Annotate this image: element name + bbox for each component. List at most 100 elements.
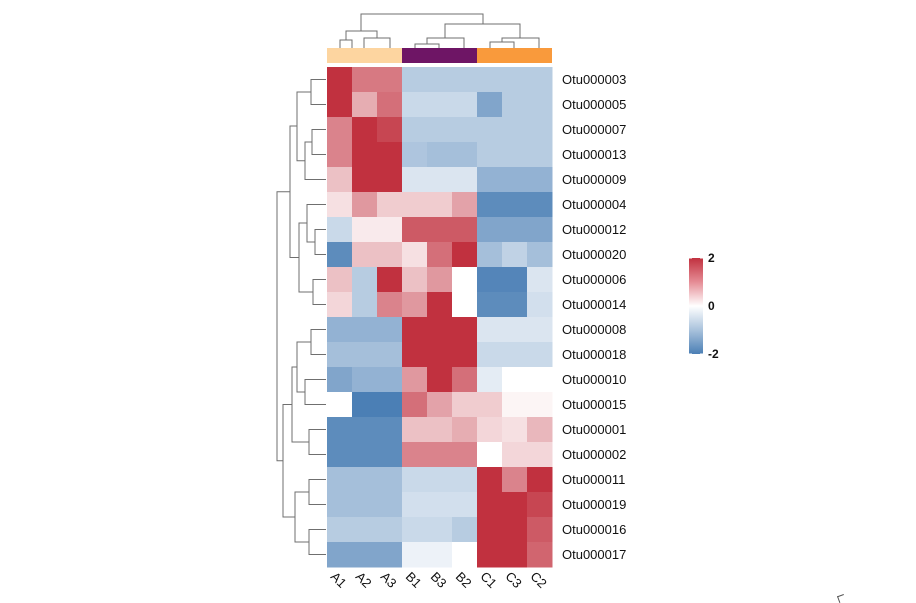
heatmap-cell bbox=[427, 367, 453, 393]
heatmap-cell bbox=[327, 542, 353, 568]
heatmap-cell bbox=[477, 467, 503, 493]
heatmap-cell bbox=[402, 267, 428, 293]
row-label: Otu000016 bbox=[562, 522, 626, 537]
heatmap-cell bbox=[452, 342, 478, 368]
row-label: Otu000008 bbox=[562, 322, 626, 337]
heatmap-cell bbox=[427, 292, 453, 318]
heatmap-cell bbox=[502, 117, 528, 143]
heatmap-cell bbox=[527, 467, 553, 493]
group-bar-B bbox=[402, 48, 477, 63]
column-label: C3 bbox=[503, 569, 525, 591]
row-label: Otu000004 bbox=[562, 197, 626, 212]
group-bar-C bbox=[477, 48, 552, 63]
heatmap-cell bbox=[402, 292, 428, 318]
heatmap-cell bbox=[427, 217, 453, 243]
heatmap-cell bbox=[427, 492, 453, 518]
group-bar-A bbox=[327, 48, 402, 63]
heatmap-cell bbox=[377, 542, 403, 568]
heatmap-cell bbox=[377, 192, 403, 218]
row-label: Otu000005 bbox=[562, 97, 626, 112]
legend-tick-label: -2 bbox=[708, 347, 719, 361]
heatmap-cell bbox=[402, 242, 428, 268]
heatmap-cell bbox=[352, 442, 378, 468]
heatmap-cell bbox=[527, 117, 553, 143]
heatmap-cell bbox=[327, 167, 353, 193]
column-labels: A1 A2 A3 B1 B3 B2 C1 C3 C2 bbox=[328, 569, 550, 591]
heatmap-cell bbox=[527, 392, 553, 418]
heatmap-cell bbox=[477, 392, 503, 418]
row-labels: Otu000003 Otu000005 Otu000007 Otu000013 Otu0… bbox=[562, 72, 626, 562]
column-label: A3 bbox=[378, 569, 400, 591]
heatmap-cell bbox=[327, 417, 353, 443]
heatmap-cell bbox=[452, 117, 478, 143]
heatmap-cell bbox=[402, 367, 428, 393]
heatmap-cell bbox=[527, 442, 553, 468]
heatmap-cell bbox=[527, 192, 553, 218]
heatmap-cell bbox=[527, 492, 553, 518]
heatmap-cell bbox=[452, 442, 478, 468]
column-label: A1 bbox=[328, 569, 350, 591]
heatmap-cell bbox=[377, 292, 403, 318]
heatmap-cell bbox=[477, 267, 503, 293]
heatmap-cell bbox=[527, 92, 553, 118]
heatmap-cell bbox=[477, 442, 503, 468]
heatmap-cell bbox=[502, 242, 528, 268]
heatmap-cells bbox=[327, 67, 553, 568]
heatmap-cell bbox=[427, 92, 453, 118]
heatmap-cell bbox=[477, 192, 503, 218]
heatmap-cell bbox=[427, 317, 453, 343]
heatmap-cell bbox=[377, 67, 403, 93]
heatmap-cell bbox=[527, 317, 553, 343]
heatmap-cell bbox=[352, 467, 378, 493]
row-label: Otu000019 bbox=[562, 497, 626, 512]
heatmap-cell bbox=[427, 442, 453, 468]
heatmap-cell bbox=[502, 67, 528, 93]
heatmap-cell bbox=[327, 442, 353, 468]
heatmap-cell bbox=[527, 67, 553, 93]
heatmap-cell bbox=[527, 542, 553, 568]
heatmap-cell bbox=[452, 142, 478, 168]
heatmap-cell bbox=[377, 217, 403, 243]
heatmap-cell bbox=[502, 367, 528, 393]
heatmap-cell bbox=[502, 392, 528, 418]
heatmap-cell bbox=[352, 117, 378, 143]
heatmap-cell bbox=[402, 167, 428, 193]
heatmap-cell bbox=[502, 342, 528, 368]
heatmap-cell bbox=[427, 242, 453, 268]
heatmap-cell bbox=[477, 492, 503, 518]
column-label: B3 bbox=[428, 569, 450, 591]
column-label: C1 bbox=[478, 569, 500, 591]
heatmap-cell bbox=[452, 67, 478, 93]
heatmap-cell bbox=[352, 492, 378, 518]
column-label: C2 bbox=[528, 569, 550, 591]
heatmap-cell bbox=[502, 317, 528, 343]
heatmap-cell bbox=[377, 492, 403, 518]
heatmap-cell bbox=[327, 217, 353, 243]
row-label: Otu000009 bbox=[562, 172, 626, 187]
heatmap-cell bbox=[427, 542, 453, 568]
heatmap-cell bbox=[352, 517, 378, 543]
heatmap-cell bbox=[502, 192, 528, 218]
heatmap-cell bbox=[527, 342, 553, 368]
heatmap-cell bbox=[527, 267, 553, 293]
heatmap-cell bbox=[502, 467, 528, 493]
legend-ticks: 2 0 -2 bbox=[689, 251, 719, 361]
heatmap-cell bbox=[452, 467, 478, 493]
heatmap-cell bbox=[377, 117, 403, 143]
heatmap-cell bbox=[402, 217, 428, 243]
heatmap-cell bbox=[377, 267, 403, 293]
heatmap-cell bbox=[377, 392, 403, 418]
heatmap-cell bbox=[502, 167, 528, 193]
row-dendrogram bbox=[276, 79, 326, 555]
heatmap-cell bbox=[427, 142, 453, 168]
heatmap-cell bbox=[402, 442, 428, 468]
heatmap-cell bbox=[377, 467, 403, 493]
heatmap-cell bbox=[452, 492, 478, 518]
heatmap-cell bbox=[502, 492, 528, 518]
heatmap-cell bbox=[477, 67, 503, 93]
row-label: Otu000011 bbox=[562, 472, 625, 487]
heatmap-cell bbox=[377, 317, 403, 343]
heatmap-cell bbox=[502, 417, 528, 443]
column-label: B1 bbox=[403, 569, 425, 591]
heatmap-cell bbox=[452, 542, 478, 568]
